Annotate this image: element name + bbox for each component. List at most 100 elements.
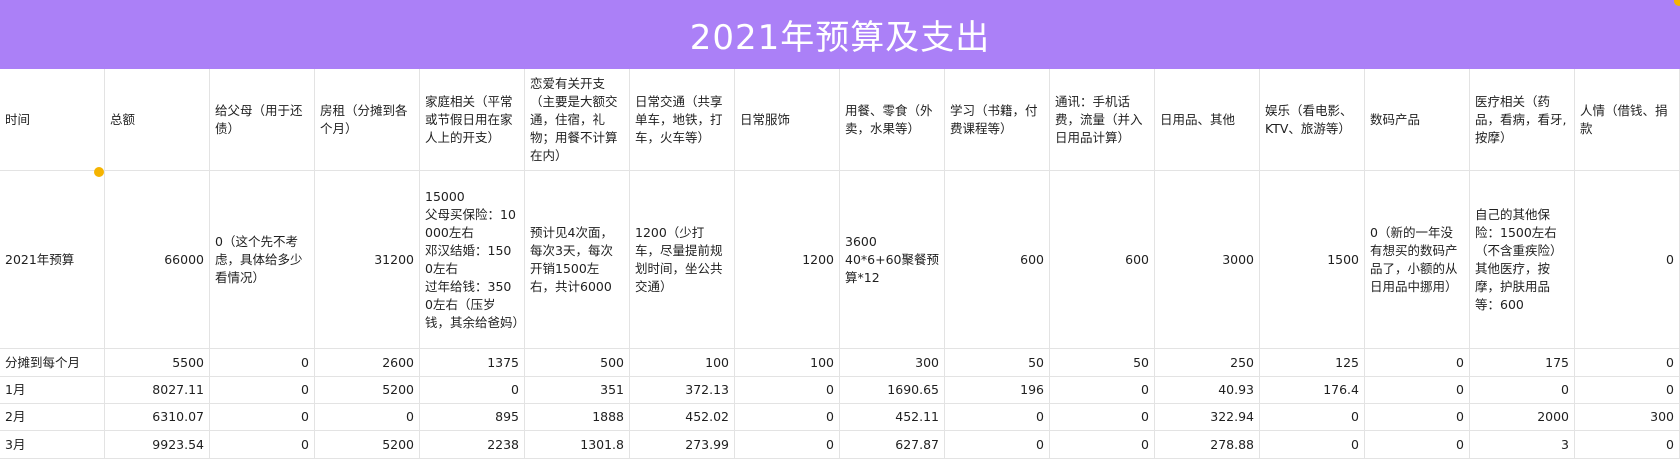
- table-cell[interactable]: 预计见4次面，每次3天，每次开销1500左右，共计6000: [525, 171, 630, 349]
- table-cell[interactable]: 8027.11: [105, 377, 210, 404]
- table-cell[interactable]: 5500: [105, 349, 210, 377]
- table-cell[interactable]: 5200: [315, 377, 420, 404]
- table-cell[interactable]: 0: [1365, 431, 1470, 459]
- table-cell[interactable]: 3: [1470, 431, 1575, 459]
- table-cell[interactable]: 1375: [420, 349, 525, 377]
- row-label-cell[interactable]: 分摊到每个月: [0, 349, 105, 377]
- table-cell[interactable]: 0: [945, 431, 1050, 459]
- table-cell[interactable]: 627.87: [840, 431, 945, 459]
- table-cell[interactable]: 自己的其他保险：1500左右（不含重疾险） 其他医疗，按摩，护肤用品等：600: [1470, 171, 1575, 349]
- table-cell[interactable]: 125: [1260, 349, 1365, 377]
- sheet-title-banner: 2021年预算及支出: [0, 0, 1680, 69]
- column-header[interactable]: 恋爱有关开支（主要是大额交通，住宿，礼物；用餐不计算在内）: [525, 69, 630, 171]
- table-cell[interactable]: 1200（少打车，尽量提前规划时间，坐公共交通）: [630, 171, 735, 349]
- table-cell[interactable]: 15000 父母买保险：10000左右 邓汉结婚：1500左右 过年给钱：350…: [420, 171, 525, 349]
- column-header[interactable]: 家庭相关（平常或节假日用在家人上的开支）: [420, 69, 525, 171]
- corner-marker: [94, 167, 104, 177]
- table-cell[interactable]: 50: [945, 349, 1050, 377]
- row-label-cell[interactable]: 1月: [0, 377, 105, 404]
- table-cell[interactable]: 0: [735, 431, 840, 459]
- column-header[interactable]: 给父母（用于还债）: [210, 69, 315, 171]
- row-label-cell[interactable]: 2021年预算: [0, 171, 105, 349]
- table-cell[interactable]: 0: [1470, 377, 1575, 404]
- column-header[interactable]: 日常服饰: [735, 69, 840, 171]
- column-header[interactable]: 日常交通（共享单车，地铁，打车，火车等）: [630, 69, 735, 171]
- table-cell[interactable]: 0: [1260, 431, 1365, 459]
- table-cell[interactable]: 0: [210, 404, 315, 431]
- table-cell[interactable]: 0: [1260, 404, 1365, 431]
- table-cell[interactable]: 100: [630, 349, 735, 377]
- table-cell[interactable]: 40.93: [1155, 377, 1260, 404]
- table-cell[interactable]: 600: [945, 171, 1050, 349]
- table-cell[interactable]: 1500: [1260, 171, 1365, 349]
- column-header[interactable]: 日用品、其他: [1155, 69, 1260, 171]
- table-cell[interactable]: 273.99: [630, 431, 735, 459]
- table-cell[interactable]: 600: [1050, 171, 1155, 349]
- table-cell[interactable]: 0: [1050, 377, 1155, 404]
- sheet-title: 2021年预算及支出: [689, 18, 991, 58]
- column-header[interactable]: 数码产品: [1365, 69, 1470, 171]
- column-header[interactable]: 医疗相关（药品，看病，看牙,按摩）: [1470, 69, 1575, 171]
- table-cell[interactable]: 322.94: [1155, 404, 1260, 431]
- table-cell[interactable]: 0: [1575, 377, 1680, 404]
- column-header[interactable]: 总额: [105, 69, 210, 171]
- table-cell[interactable]: 6310.07: [105, 404, 210, 431]
- table-cell[interactable]: 500: [525, 349, 630, 377]
- table-cell[interactable]: 0: [420, 377, 525, 404]
- table-cell[interactable]: 300: [1575, 404, 1680, 431]
- table-cell[interactable]: 5200: [315, 431, 420, 459]
- table-cell[interactable]: 0: [1050, 404, 1155, 431]
- table-cell[interactable]: 278.88: [1155, 431, 1260, 459]
- table-cell[interactable]: 2000: [1470, 404, 1575, 431]
- table-cell[interactable]: 2238: [420, 431, 525, 459]
- table-cell[interactable]: 0: [210, 431, 315, 459]
- column-header[interactable]: 学习（书籍，付费课程等）: [945, 69, 1050, 171]
- column-header[interactable]: 用餐、零食（外卖，水果等）: [840, 69, 945, 171]
- table-cell[interactable]: 0: [1575, 349, 1680, 377]
- table-cell[interactable]: 250: [1155, 349, 1260, 377]
- corner-marker-top-right: [1674, 0, 1680, 6]
- column-header[interactable]: 人情（借钱、捐款: [1575, 69, 1680, 171]
- row-label-cell[interactable]: 2月: [0, 404, 105, 431]
- table-cell[interactable]: 0: [1050, 431, 1155, 459]
- table-cell[interactable]: 0: [735, 404, 840, 431]
- table-cell[interactable]: 351: [525, 377, 630, 404]
- table-cell[interactable]: 0: [315, 404, 420, 431]
- column-header[interactable]: 房租（分摊到各个月）: [315, 69, 420, 171]
- table-cell[interactable]: 1888: [525, 404, 630, 431]
- table-cell[interactable]: 1200: [735, 171, 840, 349]
- table-cell[interactable]: 1301.8: [525, 431, 630, 459]
- table-cell[interactable]: 31200: [315, 171, 420, 349]
- table-cell[interactable]: 196: [945, 377, 1050, 404]
- table-cell[interactable]: 176.4: [1260, 377, 1365, 404]
- table-cell[interactable]: 0: [1365, 349, 1470, 377]
- table-cell[interactable]: 0（新的一年没有想买的数码产品了，小额的从日用品中挪用）: [1365, 171, 1470, 349]
- table-cell[interactable]: 0: [210, 377, 315, 404]
- row-label-cell[interactable]: 3月: [0, 431, 105, 459]
- table-cell[interactable]: 0: [945, 404, 1050, 431]
- table-cell[interactable]: 175: [1470, 349, 1575, 377]
- column-header[interactable]: 时间: [0, 69, 105, 171]
- column-header[interactable]: 通讯：手机话费，流量（并入日用品计算）: [1050, 69, 1155, 171]
- table-cell[interactable]: 0: [1365, 377, 1470, 404]
- table-cell[interactable]: 372.13: [630, 377, 735, 404]
- table-cell[interactable]: 2600: [315, 349, 420, 377]
- table-cell[interactable]: 1690.65: [840, 377, 945, 404]
- table-cell[interactable]: 50: [1050, 349, 1155, 377]
- table-cell[interactable]: 100: [735, 349, 840, 377]
- table-cell[interactable]: 452.11: [840, 404, 945, 431]
- table-cell[interactable]: 3000: [1155, 171, 1260, 349]
- table-cell[interactable]: 66000: [105, 171, 210, 349]
- table-cell[interactable]: 0（这个先不考虑，具体给多少看情况）: [210, 171, 315, 349]
- table-cell[interactable]: 3600 40*6+60聚餐预算*12: [840, 171, 945, 349]
- table-cell[interactable]: 0: [1365, 404, 1470, 431]
- table-cell[interactable]: 0: [735, 377, 840, 404]
- table-cell[interactable]: 300: [840, 349, 945, 377]
- table-cell[interactable]: 0: [1575, 431, 1680, 459]
- table-cell[interactable]: 0: [210, 349, 315, 377]
- table-cell[interactable]: 895: [420, 404, 525, 431]
- table-cell[interactable]: 0: [1575, 171, 1680, 349]
- table-cell[interactable]: 9923.54: [105, 431, 210, 459]
- column-header[interactable]: 娱乐（看电影、KTV、旅游等）: [1260, 69, 1365, 171]
- table-cell[interactable]: 452.02: [630, 404, 735, 431]
